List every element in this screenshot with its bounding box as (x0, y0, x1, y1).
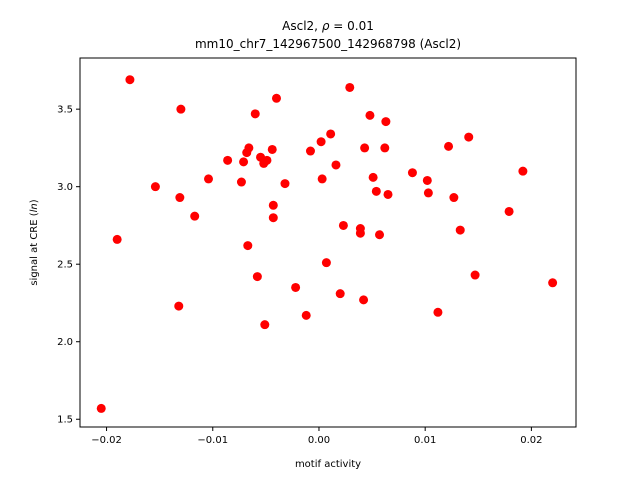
data-point (455, 225, 465, 235)
y-tick-label: 2.5 (57, 260, 73, 271)
data-point (518, 166, 528, 176)
data-points (96, 75, 558, 413)
data-point (360, 143, 370, 153)
data-point (423, 188, 433, 198)
data-point (236, 177, 246, 187)
y-tick-label: 1.5 (57, 415, 73, 426)
data-point (422, 175, 432, 185)
data-point (338, 220, 348, 230)
data-point (548, 278, 558, 288)
data-point (271, 93, 281, 103)
data-point (345, 82, 355, 92)
data-point (204, 174, 214, 184)
data-point (176, 104, 186, 114)
x-tick-label: 0.00 (308, 435, 330, 446)
data-point (335, 289, 345, 299)
data-point (301, 310, 311, 320)
data-point (375, 230, 385, 240)
y-axis-ticks: 1.5 2.0 2.5 3.0 3.5 (57, 105, 80, 426)
y-tick-label: 3.0 (57, 182, 73, 193)
data-point (365, 110, 375, 120)
data-point (444, 141, 454, 151)
chart-subtitle: mm10_chr7_142967500_142968798 (Ascl2) (195, 37, 461, 51)
data-point (317, 174, 327, 184)
data-point (125, 75, 135, 85)
x-axis-ticks: −0.02 −0.01 0.00 0.01 0.02 (91, 427, 543, 446)
chart-title: Ascl2, ρ = 0.01 (282, 19, 374, 33)
y-tick-label: 3.5 (57, 105, 73, 116)
data-point (504, 206, 514, 216)
data-point (239, 157, 249, 167)
data-point (331, 160, 341, 170)
x-tick-label: 0.02 (520, 435, 542, 446)
data-point (326, 129, 336, 139)
data-point (150, 182, 160, 192)
x-axis-label: motif activity (295, 459, 361, 470)
data-point (262, 155, 272, 165)
data-point (305, 146, 315, 156)
data-point (464, 132, 474, 142)
data-point (244, 143, 254, 153)
data-point (96, 403, 106, 413)
data-point (252, 272, 262, 282)
data-point (371, 186, 381, 196)
data-point (383, 189, 393, 199)
data-point (355, 228, 365, 238)
x-tick-label: −0.02 (91, 435, 122, 446)
y-axis-label: signal at CRE (ln) (29, 199, 40, 285)
data-point (174, 301, 184, 311)
data-point (268, 200, 278, 210)
data-point (250, 109, 260, 119)
data-point (112, 234, 122, 244)
data-point (381, 117, 391, 127)
data-point (243, 241, 253, 251)
data-point (470, 270, 480, 280)
data-point (316, 137, 326, 147)
data-point (359, 295, 369, 305)
data-point (175, 193, 185, 203)
y-tick-label: 2.0 (57, 337, 73, 348)
data-point (223, 155, 233, 165)
data-point (260, 320, 270, 330)
plot-area-frame (79, 57, 577, 428)
data-point (368, 172, 378, 182)
data-point (407, 168, 417, 178)
data-point (321, 258, 331, 268)
data-point (433, 307, 443, 317)
data-point (280, 179, 290, 189)
data-point (268, 213, 278, 223)
data-point (267, 144, 277, 154)
x-tick-label: 0.01 (414, 435, 436, 446)
x-tick-label: −0.01 (197, 435, 228, 446)
data-point (291, 282, 301, 292)
data-point (190, 211, 200, 221)
data-point (380, 143, 390, 153)
data-point (449, 193, 459, 203)
